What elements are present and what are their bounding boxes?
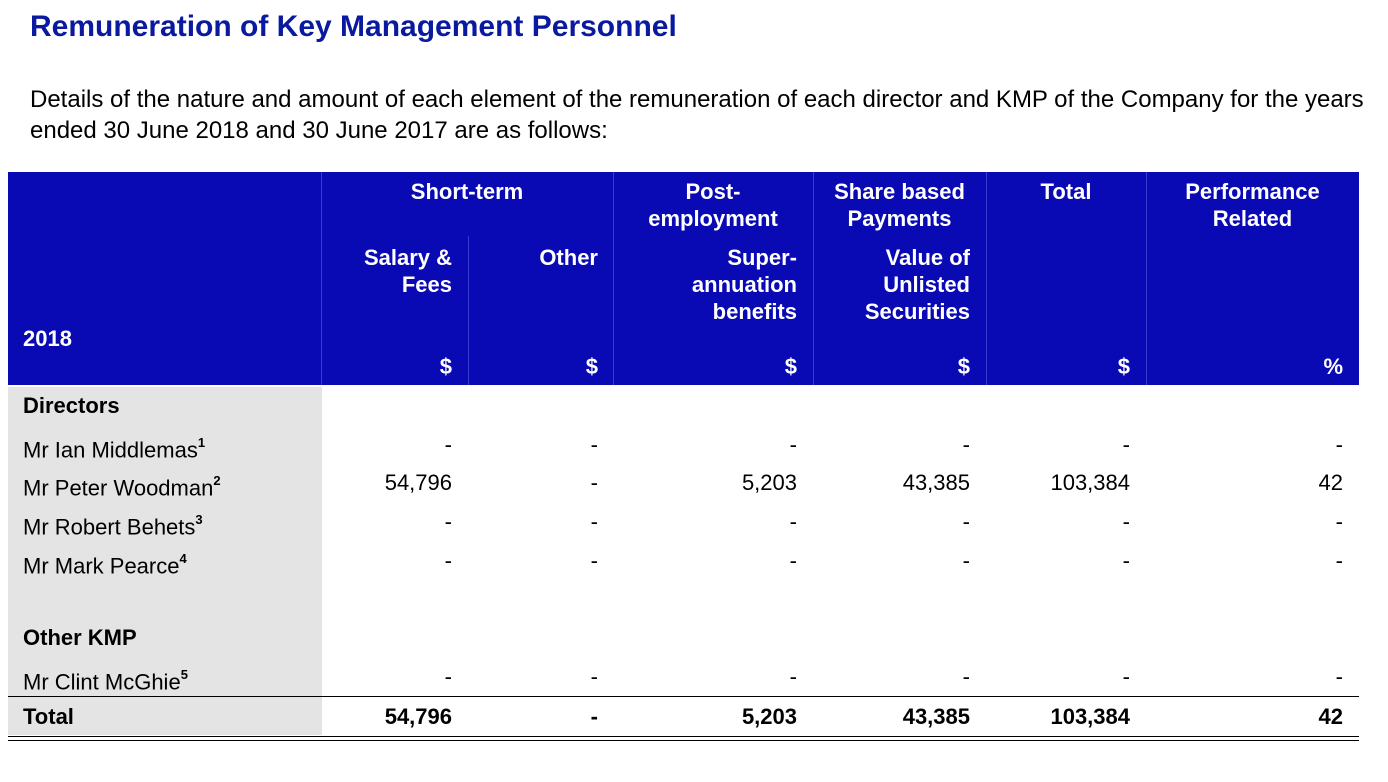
section-other-kmp: Other KMP: [23, 625, 137, 650]
header-divider: [321, 172, 322, 385]
table-header: Short-term Post- employment Share based …: [8, 172, 1359, 385]
header-divider: [813, 172, 814, 385]
header-total: Total: [1040, 179, 1092, 204]
table-cell: -: [1122, 432, 1130, 457]
person-name: Mr Clint McGhie: [23, 669, 181, 695]
unit-label: %: [1323, 354, 1343, 379]
table-cell: -: [444, 432, 452, 457]
footnote-marker: 1: [197, 435, 206, 450]
table-cell: -: [962, 664, 970, 689]
total-double-rule: [8, 736, 1359, 737]
table-cell: -: [1335, 548, 1343, 573]
table-cell: -: [590, 664, 598, 689]
header-salary-fees: Salary & Fees: [363, 245, 452, 297]
header-other: Other: [539, 245, 598, 270]
total-cell: 43,385: [902, 704, 970, 729]
table-cell: -: [444, 509, 452, 534]
table-cell: -: [444, 664, 452, 689]
unit-label: $: [784, 354, 797, 379]
name-column-background: [8, 387, 322, 735]
header-year: 2018: [23, 326, 72, 351]
total-cell: 5,203: [741, 704, 797, 729]
header-superannuation: Super- annuation benefits: [691, 245, 797, 324]
footnote-marker: 4: [179, 551, 187, 566]
header-post-employment: Post- employment: [648, 179, 778, 231]
table-cell: -: [590, 548, 598, 573]
table-cell: -: [1335, 432, 1343, 457]
total-cell: 42: [1318, 704, 1343, 729]
header-divider: [468, 236, 469, 385]
footnote-marker: 2: [213, 473, 221, 488]
table-cell: -: [789, 664, 797, 689]
person-name: Mr Robert Behets: [23, 514, 196, 540]
person-name: Mr Peter Woodman: [23, 475, 214, 501]
person-name: Mr Ian Middlemas: [23, 437, 198, 463]
table-cell: -: [1335, 664, 1343, 689]
table-cell: -: [962, 548, 970, 573]
row-name: Mr Clint McGhie5: [23, 664, 188, 695]
total-cell: 54,796: [384, 704, 452, 729]
header-divider: [613, 172, 614, 385]
person-name: Mr Mark Pearce: [23, 553, 180, 579]
table-cell: 103,384: [1050, 470, 1130, 495]
header-divider: [1146, 172, 1147, 385]
header-unlisted-securities: Value of Unlisted Securities: [864, 245, 970, 324]
table-cell: -: [444, 548, 452, 573]
header-performance: Performance Related: [1185, 179, 1320, 231]
page-title: Remuneration of Key Management Personnel: [30, 10, 677, 43]
unit-label: $: [1117, 354, 1130, 379]
table-cell: -: [1122, 509, 1130, 534]
table-cell: -: [962, 509, 970, 534]
row-name: Mr Ian Middlemas1: [23, 432, 205, 463]
total-cell: 103,384: [1050, 704, 1130, 729]
table-cell: -: [1122, 548, 1130, 573]
footnote-marker: 3: [195, 512, 203, 527]
total-top-rule: [8, 696, 1359, 697]
header-share-based: Share based Payments: [834, 179, 965, 231]
unit-label: $: [957, 354, 970, 379]
unit-label: $: [439, 354, 452, 379]
table-cell: 54,796: [384, 470, 452, 495]
footnote-marker: 5: [180, 667, 188, 682]
table-cell: -: [590, 509, 598, 534]
row-name: Mr Robert Behets3: [23, 509, 203, 540]
table-cell: 5,203: [741, 470, 797, 495]
total-label: Total: [23, 704, 74, 729]
section-directors: Directors: [23, 393, 120, 418]
table-cell: -: [1335, 509, 1343, 534]
total-double-rule: [8, 740, 1359, 741]
table-cell: -: [1122, 664, 1130, 689]
total-cell: -: [590, 704, 598, 729]
header-short-term: Short-term: [410, 179, 524, 204]
unit-label: $: [585, 354, 598, 379]
table-cell: -: [789, 548, 797, 573]
table-cell: -: [590, 432, 598, 457]
table-cell: -: [962, 432, 970, 457]
table-cell: 43,385: [902, 470, 970, 495]
intro-paragraph: Details of the nature and amount of each…: [30, 86, 1364, 144]
table-cell: -: [590, 470, 598, 495]
row-name: Mr Peter Woodman2: [23, 470, 221, 501]
header-divider: [986, 172, 987, 385]
table-cell: -: [789, 509, 797, 534]
row-name: Mr Mark Pearce4: [23, 548, 187, 579]
table-cell: -: [789, 432, 797, 457]
table-cell: 42: [1318, 470, 1343, 495]
